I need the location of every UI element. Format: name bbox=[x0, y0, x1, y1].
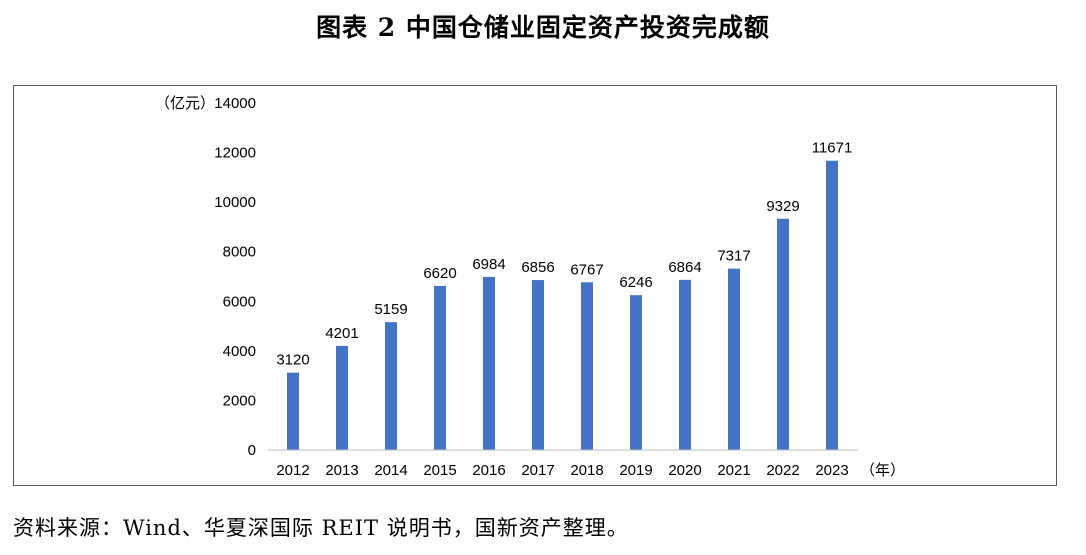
x-tick-label: 2022 bbox=[766, 462, 799, 479]
data-label: 6984 bbox=[472, 256, 505, 273]
data-label: 9329 bbox=[766, 198, 799, 215]
y-tick-label: 12000 bbox=[214, 145, 256, 162]
data-labels: 3120 4201 5159 6620 6984 6856 6767 6246 6864 7317… bbox=[276, 140, 852, 369]
y-tick-label: 4000 bbox=[223, 343, 256, 360]
x-tick-label: 2019 bbox=[619, 462, 652, 479]
bars bbox=[287, 160, 838, 450]
source-note: 资料来源：Wind、华夏深国际 REIT 说明书，国新资产整理。 bbox=[13, 516, 629, 540]
y-tick-label: 10000 bbox=[214, 194, 256, 211]
data-label: 3120 bbox=[276, 352, 309, 369]
bar bbox=[728, 268, 740, 450]
data-label: 6767 bbox=[570, 261, 603, 278]
data-label: 7317 bbox=[717, 248, 750, 265]
x-axis-unit: （年） bbox=[860, 462, 905, 479]
y-tick-label: 0 bbox=[248, 442, 256, 459]
data-label: 4201 bbox=[325, 325, 358, 342]
bar bbox=[630, 295, 642, 450]
bar bbox=[336, 345, 348, 450]
x-tick-label: 2017 bbox=[521, 462, 554, 479]
chart-frame bbox=[13, 85, 1057, 486]
data-label: 6864 bbox=[668, 259, 701, 276]
y-axis-unit: （亿元） bbox=[155, 95, 215, 112]
x-tick-label: 2013 bbox=[325, 462, 358, 479]
bar bbox=[483, 276, 495, 450]
bar bbox=[826, 160, 838, 450]
y-tick-label: 8000 bbox=[223, 244, 256, 261]
x-tick-label: 2021 bbox=[717, 462, 750, 479]
bar bbox=[679, 279, 691, 450]
bar bbox=[532, 280, 544, 450]
bar bbox=[777, 218, 789, 450]
bar bbox=[287, 372, 299, 450]
bar bbox=[434, 285, 446, 450]
data-label: 6620 bbox=[423, 265, 456, 282]
x-tick-label: 2014 bbox=[374, 462, 407, 479]
x-tick-label: 2012 bbox=[276, 462, 309, 479]
x-tick-label: 2020 bbox=[668, 462, 701, 479]
data-label: 5159 bbox=[374, 301, 407, 318]
x-tick-label: 2018 bbox=[570, 462, 603, 479]
y-tick-label: 14000 bbox=[214, 95, 256, 112]
y-axis-ticks: 0 2000 4000 6000 8000 10000 12000 14000 bbox=[214, 95, 256, 459]
bar bbox=[385, 322, 397, 450]
bar bbox=[581, 282, 593, 450]
y-tick-label: 6000 bbox=[223, 293, 256, 310]
x-tick-label: 2016 bbox=[472, 462, 505, 479]
figure-title: 图表 2 中国仓储业固定资产投资完成额 bbox=[316, 13, 770, 42]
data-label: 6856 bbox=[521, 259, 554, 276]
x-axis-ticks: 2012 2013 2014 2015 2016 2017 2018 2019 2020 2021… bbox=[276, 462, 848, 479]
data-label: 11671 bbox=[812, 140, 853, 157]
y-tick-label: 2000 bbox=[223, 392, 256, 409]
data-label: 6246 bbox=[619, 274, 652, 291]
x-tick-label: 2023 bbox=[815, 462, 848, 479]
x-tick-label: 2015 bbox=[423, 462, 456, 479]
